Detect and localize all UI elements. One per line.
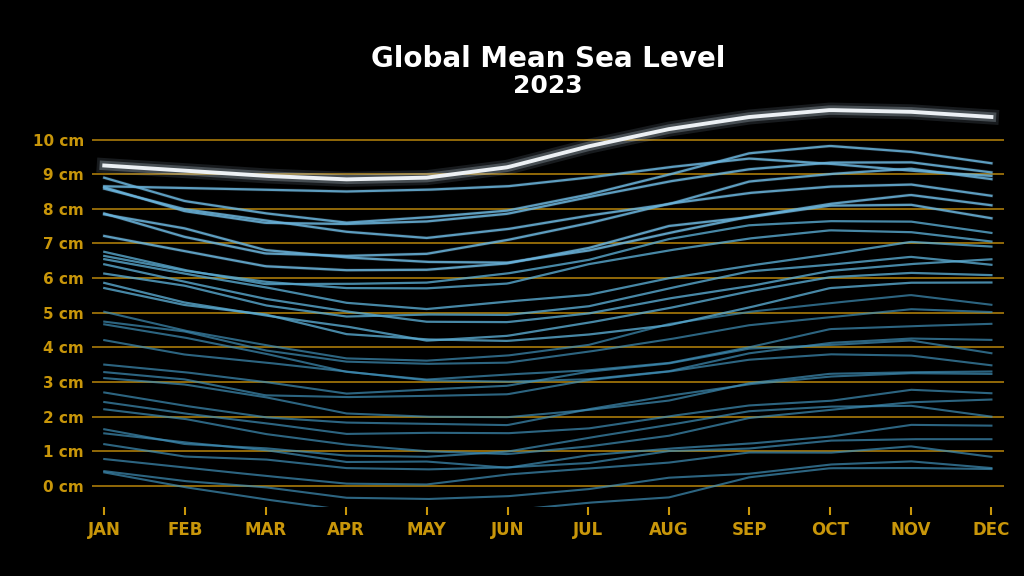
Text: 2023: 2023 [513, 74, 583, 98]
Text: Global Mean Sea Level: Global Mean Sea Level [371, 46, 725, 73]
